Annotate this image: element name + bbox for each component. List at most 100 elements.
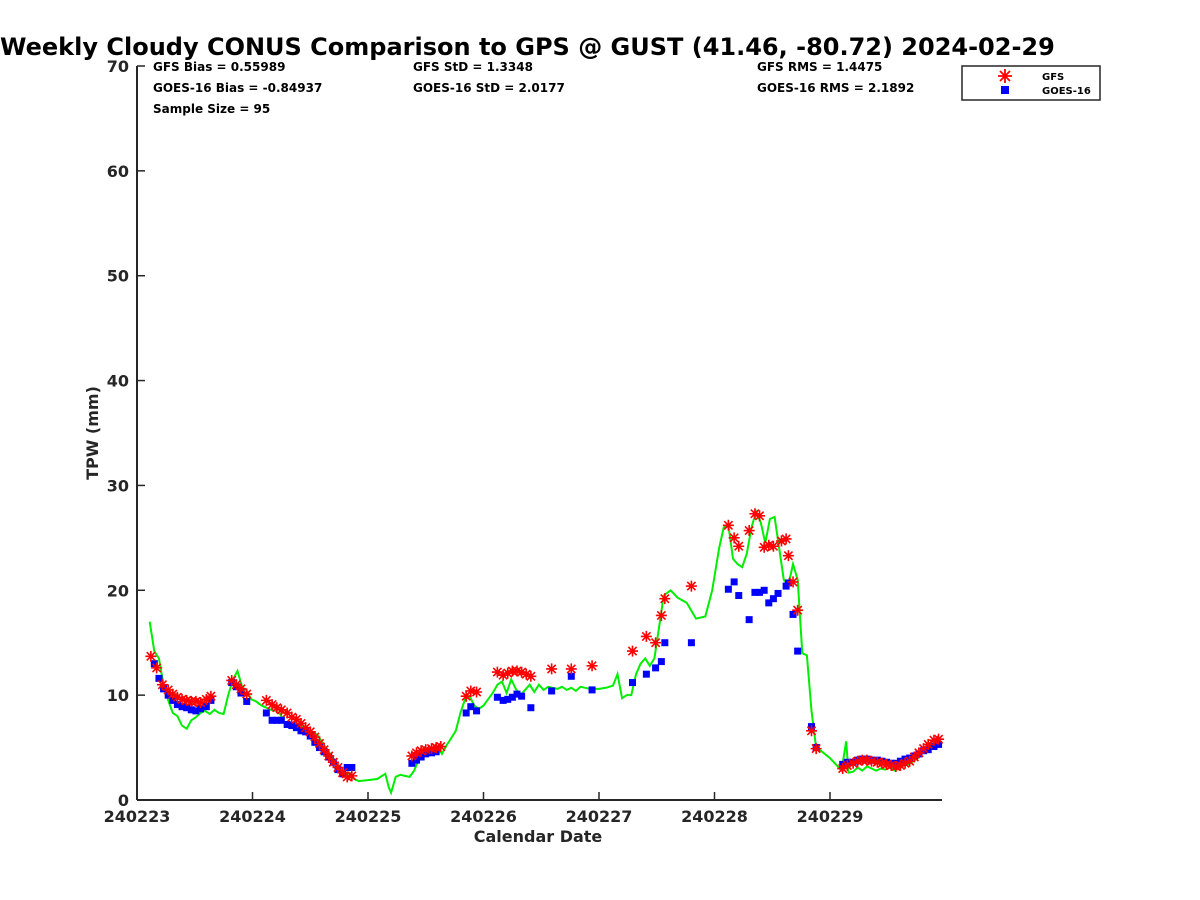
point-gfs (685, 580, 697, 592)
point-gfs (922, 738, 934, 750)
point-goes-16 (292, 724, 300, 732)
y-tick-label: 50 (107, 267, 129, 286)
point-gfs (415, 745, 427, 757)
point-gfs (176, 693, 188, 705)
point-gfs (235, 683, 247, 695)
point-goes-16 (642, 670, 650, 678)
stat-sample-size: Sample Size = 95 (153, 102, 270, 116)
point-goes-16 (197, 705, 205, 713)
point-gfs (346, 770, 358, 782)
point-gfs (659, 593, 671, 605)
point-gfs (758, 541, 770, 553)
point-gfs (780, 533, 792, 545)
point-gfs (290, 713, 302, 725)
point-gfs (318, 744, 330, 756)
y-tick-label: 10 (107, 686, 129, 705)
series-line-gps (148, 508, 942, 796)
point-gfs (841, 759, 853, 771)
point-gfs (313, 737, 325, 749)
point-goes-16 (730, 578, 738, 586)
legend-box (961, 65, 1101, 101)
point-gfs (156, 679, 168, 691)
point-goes-16 (243, 697, 251, 705)
point-gfs (411, 747, 423, 759)
point-gfs (516, 666, 528, 678)
point-goes-16 (150, 660, 158, 668)
x-tick-label: 240223 (104, 807, 171, 826)
point-gfs (304, 726, 316, 738)
point-gfs (337, 767, 349, 779)
point-goes-16 (687, 639, 695, 647)
point-gfs (520, 668, 532, 680)
point-gfs (491, 666, 503, 678)
point-gfs (586, 660, 598, 672)
point-gfs (460, 690, 472, 702)
point-gfs (881, 758, 893, 770)
point-goes-16 (784, 579, 792, 587)
point-goes-16 (735, 592, 743, 600)
point-goes-16 (765, 599, 773, 607)
point-gfs (546, 663, 558, 675)
y-tick-label: 70 (107, 57, 129, 76)
point-goes-16 (277, 716, 285, 724)
point-gfs (775, 535, 787, 547)
point-gfs (167, 688, 179, 700)
point-gfs (565, 663, 577, 675)
x-tick-label: 240224 (219, 807, 286, 826)
point-gfs (749, 508, 761, 520)
point-goes-16 (160, 685, 168, 693)
point-gfs (406, 750, 418, 762)
x-tick-label: 240229 (797, 807, 864, 826)
point-gfs (913, 747, 925, 759)
point-goes-16 (178, 703, 186, 711)
point-gfs (230, 679, 242, 691)
point-gfs (918, 743, 930, 755)
point-gfs (928, 734, 940, 746)
point-gfs (426, 743, 438, 755)
point-gfs (286, 711, 298, 723)
point-gfs (271, 702, 283, 714)
point-gfs (323, 750, 335, 762)
point-gfs (655, 609, 667, 621)
point-gfs (782, 550, 794, 562)
point-gfs (792, 604, 804, 616)
point-goes-16 (348, 763, 356, 771)
point-goes-16 (268, 716, 276, 724)
point-gfs (275, 704, 287, 716)
legend-label-goes-16: GOES-16 (1042, 86, 1091, 97)
point-goes-16 (273, 716, 281, 724)
y-tick-label: 0 (118, 791, 129, 810)
point-goes-16 (192, 707, 200, 715)
point-gfs (502, 667, 514, 679)
point-gfs (195, 696, 207, 708)
legend: GFS GOES-16 (961, 65, 1101, 101)
point-goes-16 (518, 692, 526, 700)
point-goes-16 (262, 709, 270, 717)
x-tick-label: 240227 (566, 807, 633, 826)
point-goes-16 (567, 672, 575, 680)
point-gfs (810, 743, 822, 755)
point-gfs (650, 637, 662, 649)
stat-goes-rms: GOES-16 RMS = 2.1892 (757, 81, 914, 95)
point-gfs (341, 771, 353, 783)
point-goes-16 (467, 703, 475, 711)
point-gfs (852, 755, 864, 767)
point-gfs (205, 690, 217, 702)
point-goes-16 (155, 674, 163, 682)
stat-goes-bias: GOES-16 Bias = -0.84937 (153, 81, 322, 95)
point-goes-16 (513, 690, 521, 698)
point-gfs (626, 645, 638, 657)
stat-gfs-bias: GFS Bias = 0.55989 (153, 60, 285, 74)
point-gfs (890, 760, 902, 772)
point-goes-16 (794, 647, 802, 655)
point-goes-16 (473, 707, 481, 715)
point-gfs (894, 759, 906, 771)
y-tick-label: 20 (107, 581, 129, 600)
point-gfs (640, 630, 652, 642)
point-gfs (733, 540, 745, 552)
point-goes-16 (504, 695, 512, 703)
point-goes-16 (745, 616, 753, 624)
axes: 0 10 20 30 40 50 60 70 240223 240224 240225 240226 2… (104, 57, 942, 826)
point-gfs (295, 717, 307, 729)
point-goes-16 (652, 664, 660, 672)
